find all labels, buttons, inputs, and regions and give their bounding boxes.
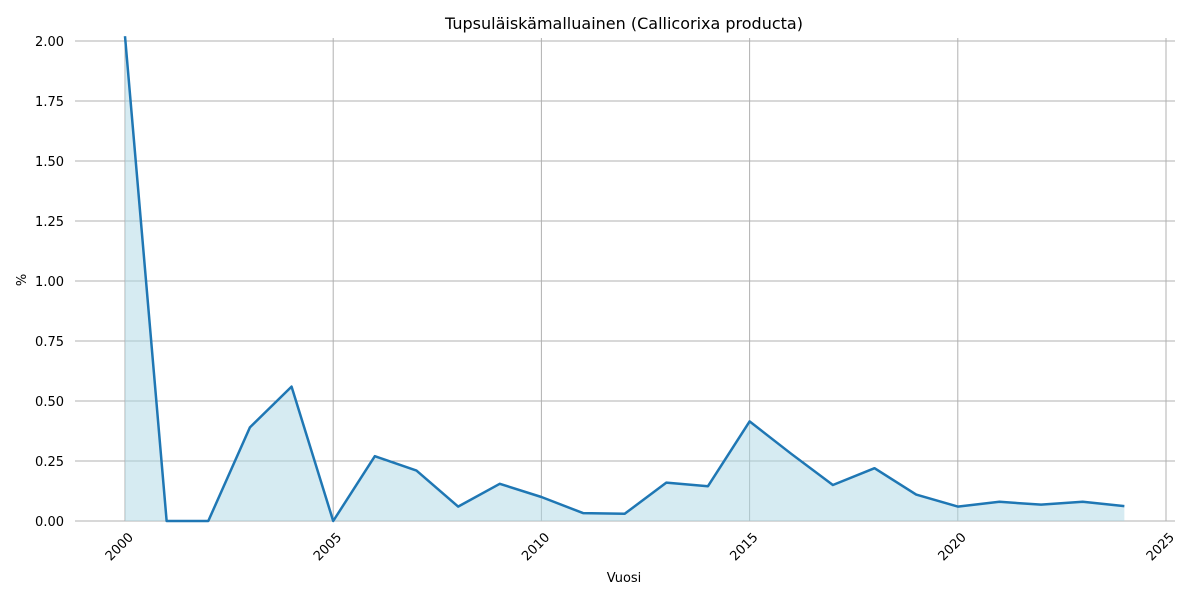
y-tick-label: 0.50 [35,395,64,410]
area-fill [125,36,1125,521]
y-tick-label: 1.25 [35,215,64,230]
x-tick-label: 2015 [727,530,761,564]
x-tick-label: 2010 [519,530,553,564]
y-tick-label: 1.00 [35,275,64,290]
x-tick-label: 2000 [103,530,137,564]
x-axis-label: Vuosi [607,571,642,586]
y-tick-label: 1.75 [35,95,64,110]
y-axis-label: % [15,274,30,286]
y-tick-label: 2.00 [35,35,64,50]
y-tick-label: 1.50 [35,155,64,170]
y-tick-label: 0.75 [35,335,64,350]
chart-title: Tupsuläiskämalluainen (Callicorixa produ… [444,14,803,33]
grid [75,38,1175,522]
series-line [123,36,1125,523]
tick-labels: 0.00 0.25 0.50 0.75 1.00 1.25 1.50 1.75 2.00 2000… [35,35,1178,564]
y-tick-label: 0.00 [35,515,64,530]
x-tick-label: 2005 [311,530,345,564]
y-tick-label: 0.25 [35,455,64,470]
x-tick-label: 2020 [936,530,970,564]
x-tick-label: 2025 [1144,530,1178,564]
